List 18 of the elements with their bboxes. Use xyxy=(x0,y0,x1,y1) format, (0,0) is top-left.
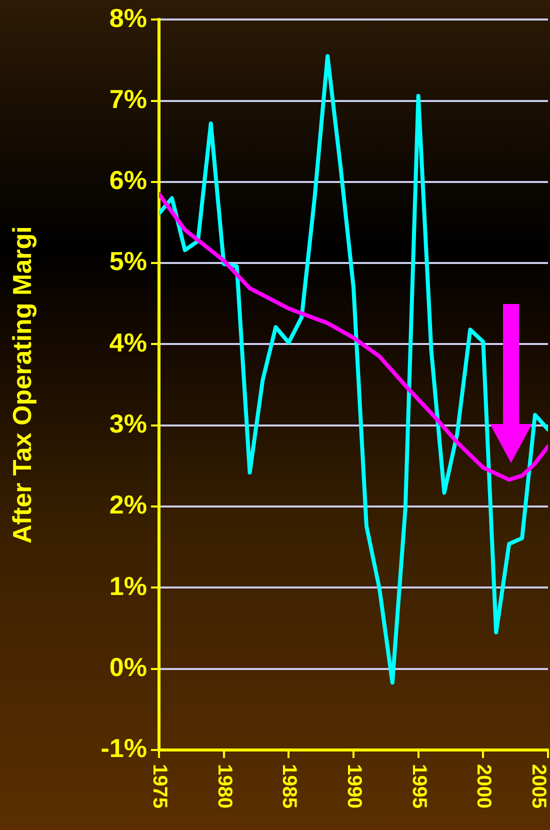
x-tick-label: 1975 xyxy=(148,764,170,808)
x-tick-label: 1995 xyxy=(408,764,430,808)
y-tick-label: 8% xyxy=(109,2,147,33)
y-tick-label: 2% xyxy=(109,490,147,520)
x-tick-label: 2000 xyxy=(472,764,495,808)
x-tick-label: 2005 xyxy=(527,764,550,808)
x-tick-label: 1980 xyxy=(213,764,236,808)
y-axis-title: After Tax Operating Margi xyxy=(6,226,37,544)
x-tick-label: 1990 xyxy=(342,764,365,808)
y-tick-label: 3% xyxy=(109,408,147,439)
y-tick-label: 6% xyxy=(109,165,147,196)
x-tick-label: 1985 xyxy=(278,764,300,808)
y-tick-label: 4% xyxy=(109,327,147,358)
y-tick-label: 0% xyxy=(109,652,147,682)
y-tick-label: 7% xyxy=(109,84,147,114)
y-tick-label: 5% xyxy=(109,246,147,276)
y-tick-label: -1% xyxy=(100,733,147,764)
y-tick-label: 1% xyxy=(109,570,147,601)
